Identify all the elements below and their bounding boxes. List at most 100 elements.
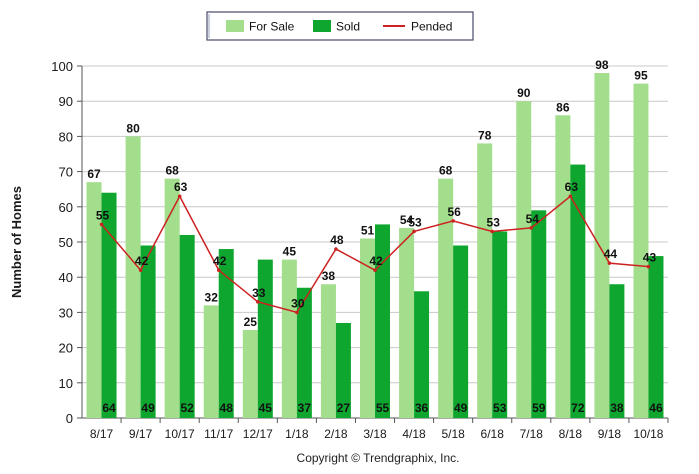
data-label-sold: 49	[454, 401, 468, 415]
bar-for-sale	[86, 182, 102, 418]
bar-sold	[218, 249, 234, 418]
x-tick-label: 3/18	[363, 427, 387, 441]
data-label-for-sale: 95	[634, 69, 648, 83]
bar-for-sale	[633, 83, 649, 418]
pended-point	[568, 194, 573, 199]
bar-sold	[453, 245, 469, 418]
pended-point	[255, 300, 260, 304]
y-tick-label: 30	[59, 305, 73, 320]
x-tick-label: 10/18	[633, 427, 663, 441]
pended-point	[177, 194, 182, 199]
pended-point	[607, 261, 612, 265]
data-label-sold: 53	[493, 401, 507, 415]
y-tick-label: 100	[51, 59, 73, 74]
bar-for-sale	[555, 115, 571, 418]
pended-point	[216, 268, 221, 272]
pended-point	[646, 264, 651, 269]
y-tick-label: 90	[59, 94, 73, 109]
data-label-sold: 72	[571, 401, 585, 415]
y-tick-label: 10	[59, 376, 73, 391]
data-label-sold: 64	[102, 401, 116, 415]
x-tick-label: 8/17	[90, 427, 114, 441]
data-label-sold: 55	[376, 401, 390, 415]
data-label-pended: 43	[643, 251, 657, 265]
data-label-pended: 44	[604, 247, 618, 261]
x-tick-label: 8/18	[559, 427, 583, 441]
bar-for-sale	[203, 305, 219, 418]
pended-line	[99, 194, 651, 315]
data-label-sold: 37	[298, 401, 312, 415]
y-tick-label: 0	[66, 411, 73, 426]
bar-for-sale	[125, 136, 141, 418]
bar-sold	[531, 210, 547, 418]
x-tick-label: 6/18	[481, 427, 505, 441]
data-label-pended: 56	[447, 205, 461, 219]
data-label-for-sale: 68	[439, 164, 453, 178]
data-label-sold: 52	[180, 401, 194, 415]
bar-sold	[609, 284, 625, 418]
data-label-pended: 42	[213, 254, 227, 268]
data-label-pended: 53	[408, 215, 422, 229]
legend-label: Sold	[336, 20, 360, 34]
data-label-sold: 38	[610, 401, 624, 415]
data-label-for-sale: 67	[87, 167, 101, 181]
bar-for-sale	[164, 178, 180, 418]
y-tick-label: 20	[59, 341, 73, 356]
bar-for-sale	[594, 73, 610, 418]
data-label-for-sale: 68	[165, 164, 179, 178]
x-tick-label: 9/17	[129, 427, 153, 441]
x-tick-label: 5/18	[441, 427, 465, 441]
bar-for-sale	[360, 238, 375, 418]
bar-for-sale	[516, 101, 532, 418]
pended-point	[490, 229, 495, 234]
bar-sold	[296, 287, 312, 418]
bar-sold	[648, 256, 664, 418]
y-axis-label: Number of Homes	[9, 186, 24, 298]
legend-box	[206, 11, 474, 41]
bars	[86, 73, 664, 418]
bar-sold	[257, 259, 273, 418]
y-tick-label: 50	[59, 235, 73, 250]
data-label-for-sale: 45	[283, 245, 297, 259]
data-label-pended: 42	[369, 254, 383, 268]
data-label-sold: 36	[415, 401, 429, 415]
data-label-pended: 63	[174, 180, 188, 194]
data-label-pended: 42	[135, 254, 149, 268]
bar-sold	[492, 231, 508, 418]
pended-point	[99, 222, 104, 227]
bar-sold	[335, 322, 351, 418]
pended-point	[138, 268, 143, 272]
y-tick-label: 80	[59, 129, 73, 144]
legend-label: For Sale	[249, 20, 295, 34]
y-tick-label: 40	[59, 270, 73, 285]
pended-point	[295, 310, 299, 315]
data-label-pended: 30	[291, 296, 305, 310]
legend: For Sale Sold Pended	[206, 11, 474, 41]
copyright-footer: Copyright © Trendgraphix, Inc.	[297, 451, 460, 465]
data-label-pended: 54	[526, 212, 540, 226]
data-label-sold: 46	[649, 401, 663, 415]
x-tick-label: 10/17	[165, 427, 195, 441]
data-label-for-sale: 38	[322, 269, 336, 283]
bar-sold	[414, 291, 430, 418]
data-label-sold: 27	[337, 401, 351, 415]
data-label-sold: 49	[141, 401, 155, 415]
y-tick-label: 70	[59, 165, 73, 180]
pended-point	[373, 268, 377, 272]
data-label-for-sale: 51	[361, 223, 375, 237]
pended-point	[412, 229, 416, 234]
data-label-for-sale: 78	[478, 128, 492, 142]
y-tick-label: 60	[59, 200, 73, 215]
x-tick-label: 2/18	[324, 427, 348, 441]
legend-label: Pended	[411, 20, 452, 34]
bar-for-sale	[438, 178, 454, 418]
data-label-pended: 48	[330, 233, 344, 247]
x-tick-label: 1/18	[285, 427, 309, 441]
data-label-for-sale: 25	[244, 315, 258, 329]
data-label-for-sale: 80	[126, 121, 140, 135]
legend-swatch	[226, 20, 244, 32]
data-label-pended: 33	[252, 286, 266, 300]
data-label-pended: 53	[487, 215, 501, 229]
data-label-for-sale: 98	[595, 58, 609, 72]
